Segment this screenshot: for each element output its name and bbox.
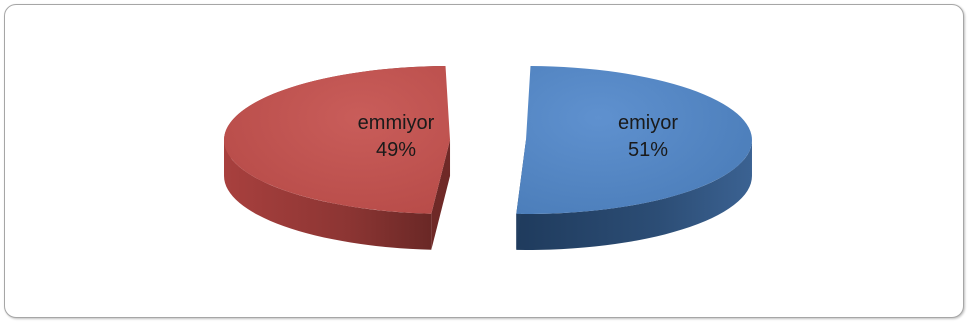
pie-slice-emiyor xyxy=(516,66,752,250)
slice-percent-emmiyor: 49% xyxy=(376,139,416,161)
slice-label-emmiyor: emmiyor xyxy=(358,112,435,134)
pie-slice-emmiyor xyxy=(224,66,451,250)
slice-label-emiyor: emiyor xyxy=(618,112,678,134)
slice-percent-emiyor: 51% xyxy=(628,139,668,161)
chart-frame xyxy=(4,4,964,318)
